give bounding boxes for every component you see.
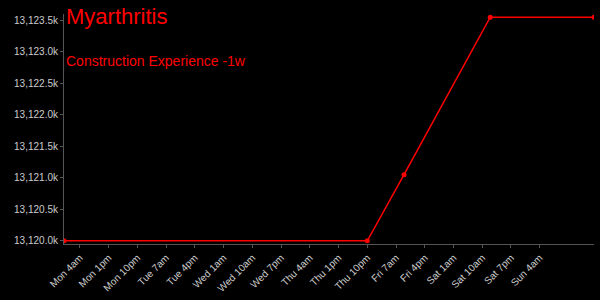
svg-text:Construction Experience -1w: Construction Experience -1w xyxy=(66,53,246,69)
svg-text:13,123.0k: 13,123.0k xyxy=(14,46,59,57)
svg-text:13,120.5k: 13,120.5k xyxy=(14,204,59,215)
svg-text:13,121.0k: 13,121.0k xyxy=(14,172,59,183)
svg-text:Mon 4am: Mon 4am xyxy=(48,252,85,289)
svg-text:Fri 4pm: Fri 4pm xyxy=(398,252,430,284)
svg-text:Myarthritis: Myarthritis xyxy=(66,4,167,29)
svg-text:13,121.5k: 13,121.5k xyxy=(14,141,59,152)
svg-text:13,120.0k: 13,120.0k xyxy=(14,235,59,246)
svg-text:Thu 10pm: Thu 10pm xyxy=(333,252,373,292)
svg-text:13,122.0k: 13,122.0k xyxy=(14,109,59,120)
svg-text:13,123.5k: 13,123.5k xyxy=(14,15,59,26)
svg-text:Wed 10am: Wed 10am xyxy=(215,252,257,294)
svg-text:Mon 1pm: Mon 1pm xyxy=(76,252,113,289)
svg-text:Wed 1am: Wed 1am xyxy=(191,252,229,290)
svg-text:Sat 1am: Sat 1am xyxy=(424,252,458,286)
svg-text:Thu 4am: Thu 4am xyxy=(279,252,315,288)
svg-text:13,122.5k: 13,122.5k xyxy=(14,78,59,89)
svg-text:Sat 7pm: Sat 7pm xyxy=(482,252,516,286)
svg-text:Tue 4pm: Tue 4pm xyxy=(164,252,199,287)
svg-text:Sat 10am: Sat 10am xyxy=(449,252,487,290)
svg-text:Wed 7pm: Wed 7pm xyxy=(248,252,286,290)
svg-text:Sun 4am: Sun 4am xyxy=(509,252,545,288)
svg-text:Fri 7am: Fri 7am xyxy=(369,252,401,284)
svg-text:Tue 7am: Tue 7am xyxy=(136,252,171,287)
svg-text:Mon 10pm: Mon 10pm xyxy=(101,252,142,293)
svg-text:Thu 1pm: Thu 1pm xyxy=(308,252,344,288)
